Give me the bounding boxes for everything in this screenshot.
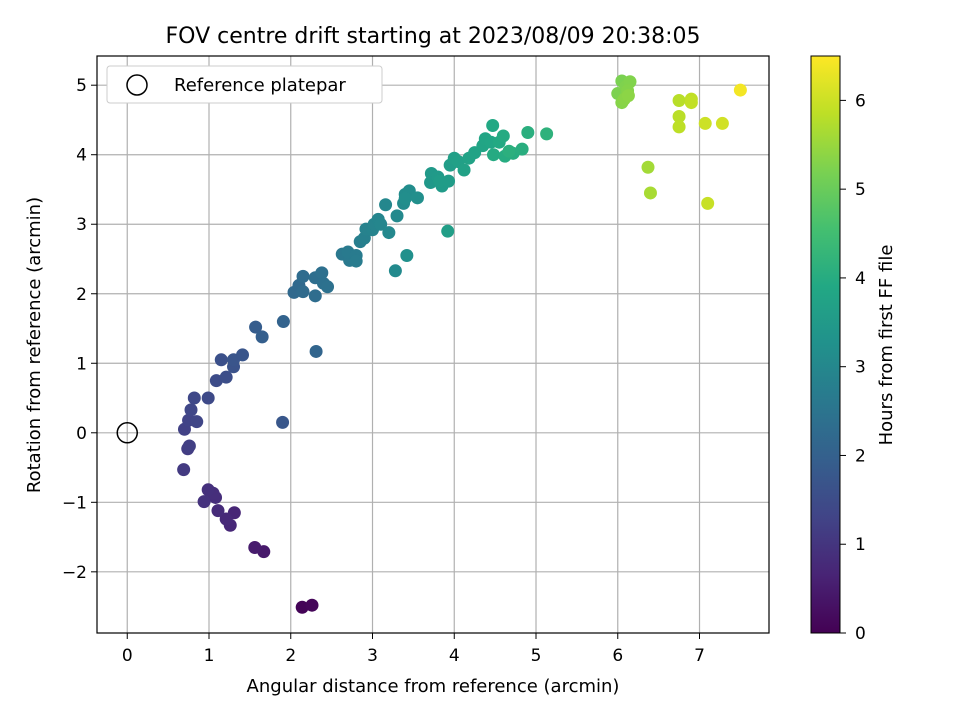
data-point [296,285,310,299]
data-point [672,109,686,123]
y-tick-label: 1 [76,354,87,374]
data-point [321,280,335,294]
data-point [441,224,455,238]
colorbar-tick-label: 1 [855,535,866,555]
data-point [219,512,233,526]
data-point [410,191,424,205]
colorbar: 0 1 2 3 4 5 6 Hours from first FF file [810,55,897,644]
legend-marker-reference [126,74,148,96]
data-point [540,127,554,141]
data-point [236,348,250,362]
data-point [502,144,516,158]
data-point [305,598,319,612]
colorbar-tick-label: 0 [855,624,866,644]
data-point [672,120,686,134]
y-tick-label: −2 [62,563,87,583]
data-point [486,148,500,162]
colorbar-tick-label: 4 [855,269,866,289]
data-point [379,198,393,212]
data-point [190,415,204,429]
data-point [374,217,388,231]
legend-box [106,65,383,104]
plot-frame [96,55,770,634]
data-point [209,374,223,388]
x-axis-label: Angular distance from reference (arcmin) [247,676,620,697]
colorbar-tick-label: 6 [855,91,866,111]
data-point [309,344,323,358]
data-point [382,226,396,240]
data-point [182,439,196,453]
data-point [457,163,471,177]
data-point [201,391,215,405]
data-point [276,415,290,429]
data-point [486,119,500,133]
data-point [641,160,655,174]
colorbar-tick-label: 3 [855,358,866,378]
x-tick-label: 7 [694,646,705,666]
y-tick-label: 0 [76,424,87,444]
y-axis-ticks: −2 −1 0 1 2 3 4 5 [62,76,97,583]
data-point [515,142,529,156]
data-point [276,315,290,329]
data-point [390,209,404,223]
data-point [388,264,402,278]
data-point [733,83,747,97]
data-point [643,186,657,200]
x-tick-label: 3 [367,646,378,666]
data-point [249,320,263,334]
data-point [400,249,414,263]
reference-point-marker [116,422,138,444]
data-points [177,74,747,614]
y-tick-label: 3 [76,215,87,235]
y-tick-label: 5 [76,76,87,96]
data-point [496,129,510,143]
y-tick-label: 4 [76,146,87,166]
data-point [248,540,262,554]
y-tick-label: −1 [62,493,87,513]
data-point [214,353,228,367]
colorbar-tick-label: 5 [855,180,866,200]
data-point [698,116,712,130]
data-point [211,504,225,518]
data-point [349,254,363,268]
data-point [621,89,635,103]
x-axis-ticks: 0 1 2 3 4 5 6 7 [122,633,705,666]
data-point [177,463,191,477]
data-point [255,330,269,344]
data-point [315,266,329,280]
grid-lines [97,56,769,633]
data-point [433,174,447,188]
data-point [219,370,233,384]
data-point [197,495,211,509]
data-point [398,192,412,206]
colorbar-ticks: 0 1 2 3 4 5 6 [840,91,866,644]
legend: Reference platepar [106,65,383,104]
colorbar-gradient [810,55,841,634]
x-tick-label: 0 [122,646,133,666]
x-tick-label: 5 [531,646,542,666]
x-tick-label: 2 [285,646,296,666]
data-point [296,269,310,283]
x-tick-label: 1 [204,646,215,666]
legend-label-reference: Reference platepar [174,75,346,96]
data-point [184,403,198,417]
data-point [295,600,309,614]
data-point [201,483,215,497]
data-point [715,116,729,130]
y-axis-label: Rotation from reference (arcmin) [24,197,45,493]
colorbar-tick-label: 2 [855,446,866,466]
x-tick-label: 6 [612,646,623,666]
data-point [684,96,698,110]
data-point [672,93,686,107]
colorbar-label: Hours from first FF file [876,245,897,446]
y-tick-label: 2 [76,285,87,305]
data-point [521,125,535,139]
data-point [187,391,201,405]
chart-title: FOV centre drift starting at 2023/08/09 … [166,24,701,49]
data-point [308,289,322,303]
data-point [701,196,715,210]
data-point [442,174,456,188]
x-tick-label: 4 [449,646,460,666]
